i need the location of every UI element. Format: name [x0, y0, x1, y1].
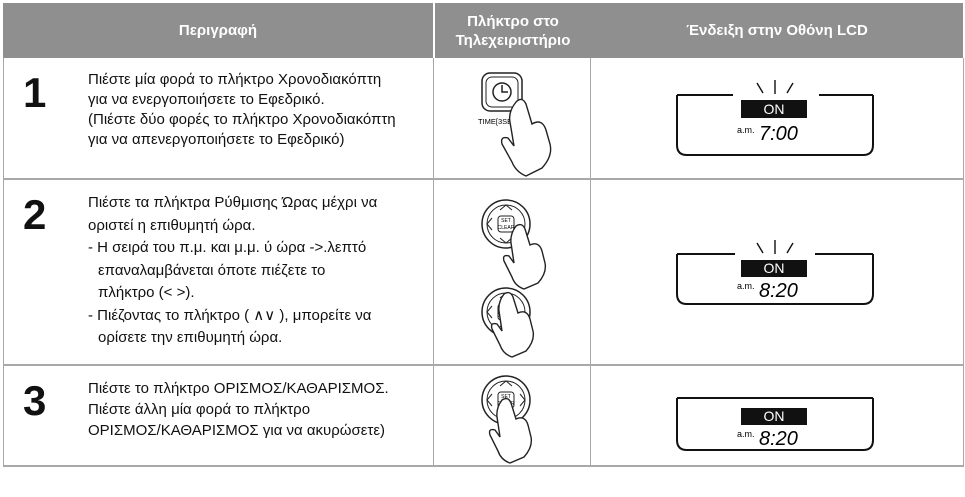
key-icon: TIME[3SE [478, 72, 552, 177]
step-number: 3 [23, 377, 47, 424]
header-remote-key: Πλήκτρο στο Τηλεχειριστήριο [434, 3, 592, 58]
header-lcd: Ένδειξη στην Οθόνη LCD [591, 3, 963, 58]
lcd-ampm: a.m. [737, 281, 755, 291]
lcd-time: 8:20 [759, 428, 798, 450]
border [963, 58, 964, 467]
border [590, 58, 591, 467]
border [433, 58, 434, 467]
lcd-ampm: a.m. [737, 429, 755, 439]
lcd-display: ON a.m. 7:00 [676, 80, 874, 156]
key-text: CLEAR [498, 225, 515, 231]
description-line: για να απενεργοποιήσετε το Εφεδρικό) [88, 131, 345, 148]
description: Πιέστε τα πλήκτρα Ρύθμισης Ώρας μέχρι να… [88, 192, 377, 350]
key-text: SET [501, 394, 511, 400]
description-line: ορίσετε την επιθυμητή ώρα. [98, 329, 283, 346]
description-line: για να ενεργοποιήσετε το Εφεδρικό. [88, 91, 325, 108]
step-number: 2 [23, 191, 47, 238]
description-line: - Η σειρά του π.μ. και μ.μ. ύ ώρα ->.λεπ… [88, 239, 367, 256]
row: 2 Πιέστε τα πλήκτρα Ρύθμισης Ώρας μέχρι ν… [3, 180, 963, 366]
description-line: Πιέστε άλλη μία φορά το πλήκτρο [88, 401, 311, 418]
description-line: Πιέστε τα πλήκτρα Ρύθμισης Ώρας μέχρι να [88, 194, 378, 211]
description: Πιέστε μία φορά το πλήκτρο Χρονοδιακόπτη… [88, 70, 396, 150]
description-line: - Πιέζοντας το πλήκτρο ( ∧∨ ), μπορείτε … [88, 306, 372, 324]
lcd-time: 8:20 [759, 280, 798, 302]
description: Πιέστε το πλήκτρο ΟΡΙΣΜΟΣ/ΚΑΘΑΡΙΣΜΟΣ. Πιέ… [88, 378, 389, 441]
row: 1 Πιέστε μία φορά το πλήκτρο Χρονοδιακόπτ… [3, 58, 963, 180]
lcd-status: ON [764, 101, 785, 117]
header-line: Πλήκτρο στο [467, 12, 559, 30]
description-line: Πιέστε μία φορά το πλήκτρο Χρονοδιακόπτη [88, 71, 382, 88]
key-icon: SET CLEAR SET CLEAR [481, 199, 547, 358]
step-number: 1 [23, 69, 47, 116]
description-line: Πιέστε το πλήκτρο ΟΡΙΣΜΟΣ/ΚΑΘΑΡΙΣΜΟΣ. [88, 380, 389, 397]
description-line: οριστεί η επιθυμητή ώρα. [88, 216, 256, 234]
lcd-status: ON [764, 260, 785, 276]
header-line: Τηλεχειριστήριο [455, 31, 571, 49]
description-line: επαναλαμβάνεται όποτε πιέζετε το [98, 261, 326, 279]
header-description: Περιγραφή [3, 3, 433, 58]
lcd-display: ON a.m. 8:20 [676, 397, 874, 451]
description-line: (Πιέστε δύο φορές το πλήκτρο Χρονοδιακόπ… [88, 111, 396, 128]
border [3, 58, 4, 467]
description-line: ΟΡΙΣΜΟΣ/ΚΑΘΑΡΙΣΜΟΣ για να ακυρώσετε) [88, 422, 386, 439]
lcd-status: ON [764, 408, 785, 424]
key-text: SET [501, 218, 511, 224]
key-icon: SET CLEAR [481, 375, 533, 464]
row: 3 Πιέστε το πλήκτρο ΟΡΙΣΜΟΣ/ΚΑΘΑΡΙΣΜΟΣ. Πι… [3, 366, 963, 467]
lcd-time: 7:00 [759, 123, 798, 145]
description-line: πλήκτρο (< >). [98, 284, 195, 301]
lcd-display: ON a.m. 8:20 [676, 240, 874, 305]
lcd-ampm: a.m. [737, 125, 755, 135]
key-label: TIME[3SE [478, 117, 512, 126]
